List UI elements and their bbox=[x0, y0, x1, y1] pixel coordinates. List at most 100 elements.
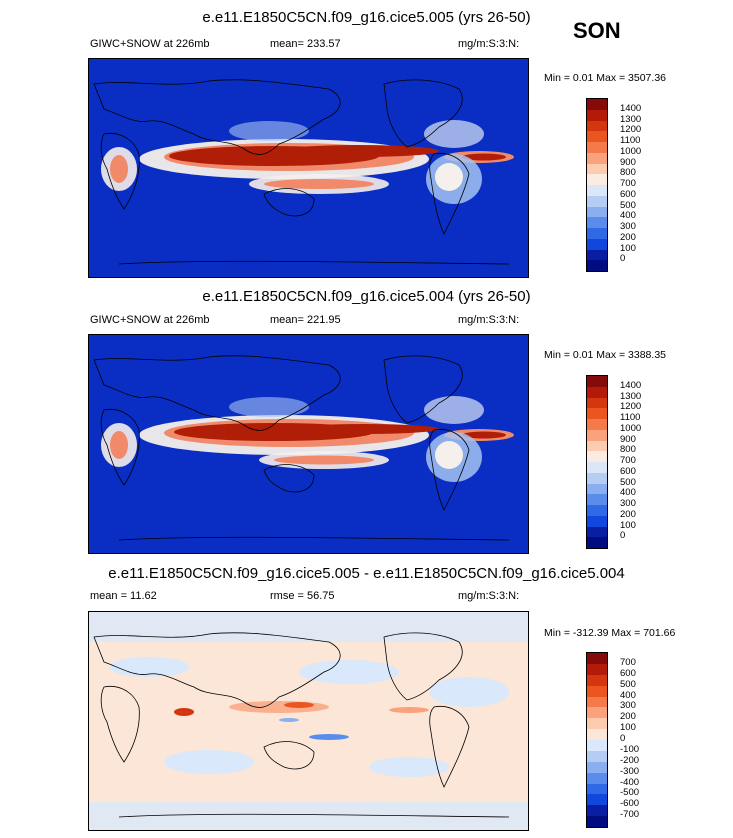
colorbar-segment bbox=[587, 685, 607, 697]
colorbar-segment bbox=[587, 718, 607, 730]
colorbar-tick-label: 500 bbox=[620, 476, 636, 488]
colorbar-segment bbox=[587, 696, 607, 708]
panel3-mean-label: mean = 11.62 bbox=[90, 590, 157, 602]
colorbar-tick-label: 100 bbox=[620, 242, 636, 254]
colorbar-tick-label: 200 bbox=[620, 231, 636, 243]
colorbar-segment bbox=[587, 174, 607, 185]
colorbar-segment bbox=[587, 376, 607, 387]
colorbar-segment bbox=[587, 99, 607, 110]
colorbar-tick-label: 500 bbox=[620, 678, 636, 690]
colorbar-segment bbox=[587, 729, 607, 740]
colorbar-tick-label: 600 bbox=[620, 667, 636, 679]
colorbar-tick-label: 1400 bbox=[620, 379, 642, 391]
colorbar-tick-label: -300 bbox=[620, 765, 640, 777]
panel1-map bbox=[88, 58, 529, 278]
colorbar-segment bbox=[587, 783, 607, 795]
colorbar-tick-label: -700 bbox=[620, 809, 640, 821]
colorbar-segment bbox=[587, 750, 607, 762]
colorbar-tick-label: -500 bbox=[620, 787, 640, 799]
colorbar-segment bbox=[587, 451, 607, 462]
colorbar-segment bbox=[587, 386, 607, 398]
season-label: SON bbox=[573, 18, 621, 43]
colorbar-tick-label: 300 bbox=[620, 700, 636, 712]
colorbar-tick-label: 1300 bbox=[620, 113, 642, 125]
colorbar-tick-label: 100 bbox=[620, 722, 636, 734]
colorbar-tick-label: 400 bbox=[620, 487, 636, 499]
panel3-map bbox=[88, 611, 529, 831]
colorbar-segment bbox=[587, 440, 607, 452]
colorbar-segment bbox=[587, 483, 607, 495]
panel3-colorbar-ticks: 700 600 500 400 300 200 100 0 -100 -200 -300 -400 -5… bbox=[620, 652, 660, 828]
colorbar-segment bbox=[587, 429, 607, 441]
colorbar-segment bbox=[587, 494, 607, 505]
colorbar-tick-label: 0 bbox=[620, 253, 626, 265]
colorbar-tick-label: -200 bbox=[620, 754, 640, 766]
colorbar-segment bbox=[587, 397, 607, 409]
colorbar-segment bbox=[587, 419, 607, 430]
colorbar-segment bbox=[587, 249, 607, 261]
colorbar-segment bbox=[587, 217, 607, 228]
colorbar-segment bbox=[587, 195, 607, 207]
panel2-mean-label: mean= 221.95 bbox=[270, 314, 341, 326]
colorbar-tick-label: -100 bbox=[620, 743, 640, 755]
panel1-colorbar-ticks: 1400 1300 1200 1100 1000 900 800 700 600 500 400 30… bbox=[620, 98, 660, 272]
panel3-minmax-label: Min = -312.39 Max = 701.66 bbox=[544, 627, 676, 639]
panel1-variable-label: GIWC+SNOW at 226mb bbox=[90, 38, 210, 50]
panel3-title: e.e11.E1850C5CN.f09_g16.cice5.005 - e.e1… bbox=[108, 565, 625, 582]
colorbar-segment bbox=[587, 131, 607, 142]
colorbar-segment bbox=[587, 120, 607, 132]
panel1-mean-label: mean= 233.57 bbox=[270, 38, 341, 50]
colorbar-tick-label: 700 bbox=[620, 656, 636, 668]
colorbar-segment bbox=[587, 526, 607, 538]
panel3-colorbar bbox=[586, 652, 608, 828]
colorbar-tick-label: 900 bbox=[620, 156, 636, 168]
panel1-title: e.e11.E1850C5CN.f09_g16.cice5.005 (yrs 2… bbox=[202, 9, 531, 26]
colorbar-segment bbox=[587, 537, 607, 548]
panel3-field bbox=[89, 612, 528, 830]
colorbar-tick-label: 300 bbox=[620, 498, 636, 509]
colorbar-segment bbox=[587, 707, 607, 719]
colorbar-tick-label: 0 bbox=[620, 733, 626, 744]
colorbar-tick-label: 200 bbox=[620, 508, 636, 520]
panel2-units-label: mg/m:S:3:N: bbox=[458, 314, 520, 326]
colorbar-segment bbox=[587, 674, 607, 686]
colorbar-segment bbox=[587, 794, 607, 806]
colorbar-segment bbox=[587, 663, 607, 675]
panel2-minmax-label: Min = 0.01 Max = 3388.35 bbox=[544, 349, 666, 361]
colorbar-segment bbox=[587, 805, 607, 817]
colorbar-tick-label: 1100 bbox=[620, 135, 641, 146]
colorbar-tick-label: 1100 bbox=[620, 412, 641, 423]
colorbar-tick-label: 800 bbox=[620, 167, 636, 179]
colorbar-tick-label: 700 bbox=[620, 178, 636, 189]
colorbar-segment bbox=[587, 505, 607, 516]
colorbar-tick-label: 1000 bbox=[620, 422, 642, 434]
colorbar-segment bbox=[587, 163, 607, 175]
colorbar-tick-label: 0 bbox=[620, 530, 626, 542]
colorbar-segment bbox=[587, 816, 607, 827]
colorbar-tick-label: 600 bbox=[620, 465, 636, 477]
panel2-field bbox=[93, 355, 514, 541]
panel1-colorbar bbox=[586, 98, 608, 272]
colorbar-tick-label: 1200 bbox=[620, 124, 642, 136]
colorbar-tick-label: 1200 bbox=[620, 401, 642, 413]
colorbar-tick-label: 700 bbox=[620, 455, 636, 466]
colorbar-segment bbox=[587, 206, 607, 218]
panel1-minmax-label: Min = 0.01 Max = 3507.36 bbox=[544, 72, 666, 84]
colorbar-tick-label: 1300 bbox=[620, 390, 642, 402]
colorbar-segment bbox=[587, 515, 607, 527]
panel2-colorbar-ticks: 1400 1300 1200 1100 1000 900 800 700 600 500 400 30… bbox=[620, 375, 660, 549]
colorbar-tick-label: 900 bbox=[620, 433, 636, 445]
colorbar-tick-label: 600 bbox=[620, 188, 636, 200]
panel1-units-label: mg/m:S:3:N: bbox=[458, 38, 520, 50]
panel2-title: e.e11.E1850C5CN.f09_g16.cice5.004 (yrs 2… bbox=[202, 288, 531, 305]
colorbar-tick-label: -600 bbox=[620, 798, 640, 810]
panel3-rmse-label: rmse = 56.75 bbox=[270, 590, 335, 602]
colorbar-tick-label: 1400 bbox=[620, 102, 642, 114]
colorbar-segment bbox=[587, 260, 607, 271]
colorbar-tick-label: -400 bbox=[620, 776, 640, 788]
colorbar-segment bbox=[587, 462, 607, 473]
colorbar-segment bbox=[587, 238, 607, 250]
colorbar-tick-label: 400 bbox=[620, 210, 636, 222]
colorbar-tick-label: 400 bbox=[620, 689, 636, 701]
panel2-colorbar bbox=[586, 375, 608, 549]
